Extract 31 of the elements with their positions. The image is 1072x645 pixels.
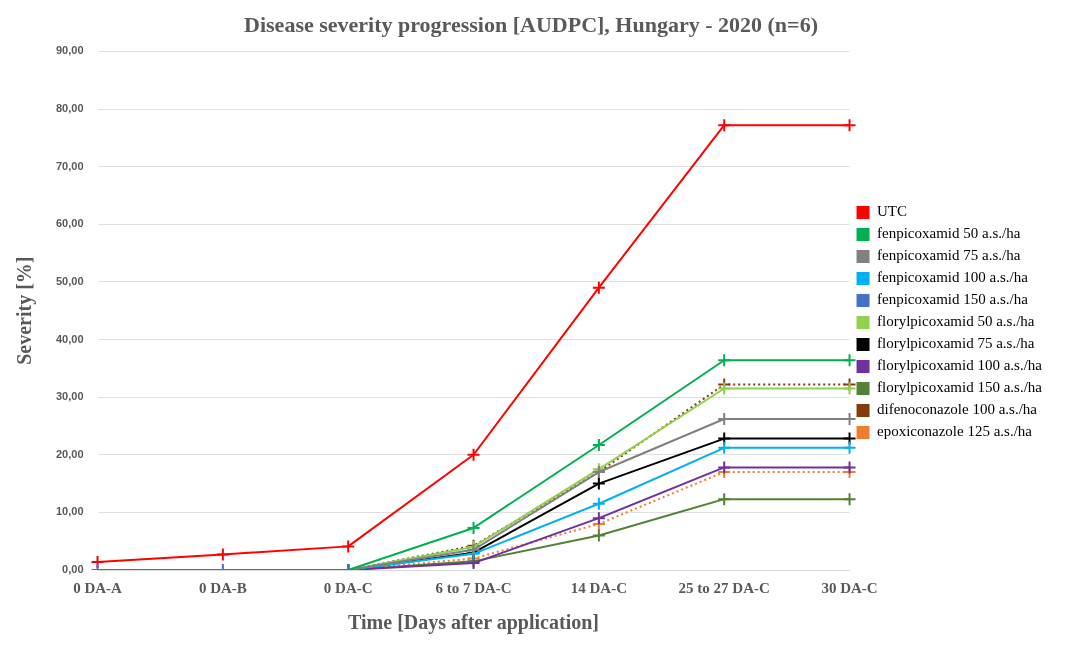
x-tick-label: 25 to 27 DA-C	[678, 579, 770, 596]
y-tick-label: 40,00	[56, 332, 84, 345]
y-tick-label: 80,00	[56, 102, 84, 115]
x-tick-label: 30 DA-C	[821, 579, 878, 596]
y-tick-label: 60,00	[56, 217, 84, 230]
x-axis-title: Time [Days after application]	[348, 611, 599, 635]
y-tick-label: 0,00	[62, 563, 84, 576]
legend-label: epoxiconazole 125 a.s./ha	[877, 423, 1033, 440]
legend-label: UTC	[877, 203, 908, 220]
y-tick-label: 90,00	[56, 44, 84, 57]
x-tick-label: 0 DA-C	[323, 579, 373, 596]
x-tick-label: 6 to 7 DA-C	[435, 579, 512, 596]
x-tick-label: 14 DA-C	[570, 579, 627, 596]
chart-title: Disease severity progression [AUDPC], Hungary - 2020 (n=6)	[244, 11, 818, 37]
y-tick-label: 30,00	[56, 390, 84, 403]
legend-label: fenpicoxamid 100 a.s./ha	[877, 269, 1029, 286]
y-tick-label: 70,00	[56, 159, 84, 172]
legend-label: fenpicoxamid 75 a.s./ha	[877, 247, 1021, 264]
x-tick-label: 0 DA-A	[73, 579, 123, 596]
legend-label: florylpicoxamid 75 a.s./ha	[877, 335, 1035, 352]
y-tick-label: 50,00	[56, 274, 84, 287]
legend-label: florylpicoxamid 100 a.s./ha	[877, 357, 1043, 374]
legend-label: fenpicoxamid 50 a.s./ha	[877, 225, 1021, 242]
y-axis-title: Severity [%]	[13, 256, 37, 365]
legend-label: florylpicoxamid 150 a.s./ha	[877, 379, 1043, 396]
x-tick-label: 0 DA-B	[198, 579, 247, 596]
y-tick-label: 10,00	[56, 505, 84, 518]
legend-label: difenoconazole 100 a.s./ha	[877, 401, 1038, 418]
legend-label: florylpicoxamid 50 a.s./ha	[877, 313, 1035, 330]
y-tick-label: 20,00	[56, 447, 84, 460]
legend-label: fenpicoxamid 150 a.s./ha	[877, 291, 1029, 308]
